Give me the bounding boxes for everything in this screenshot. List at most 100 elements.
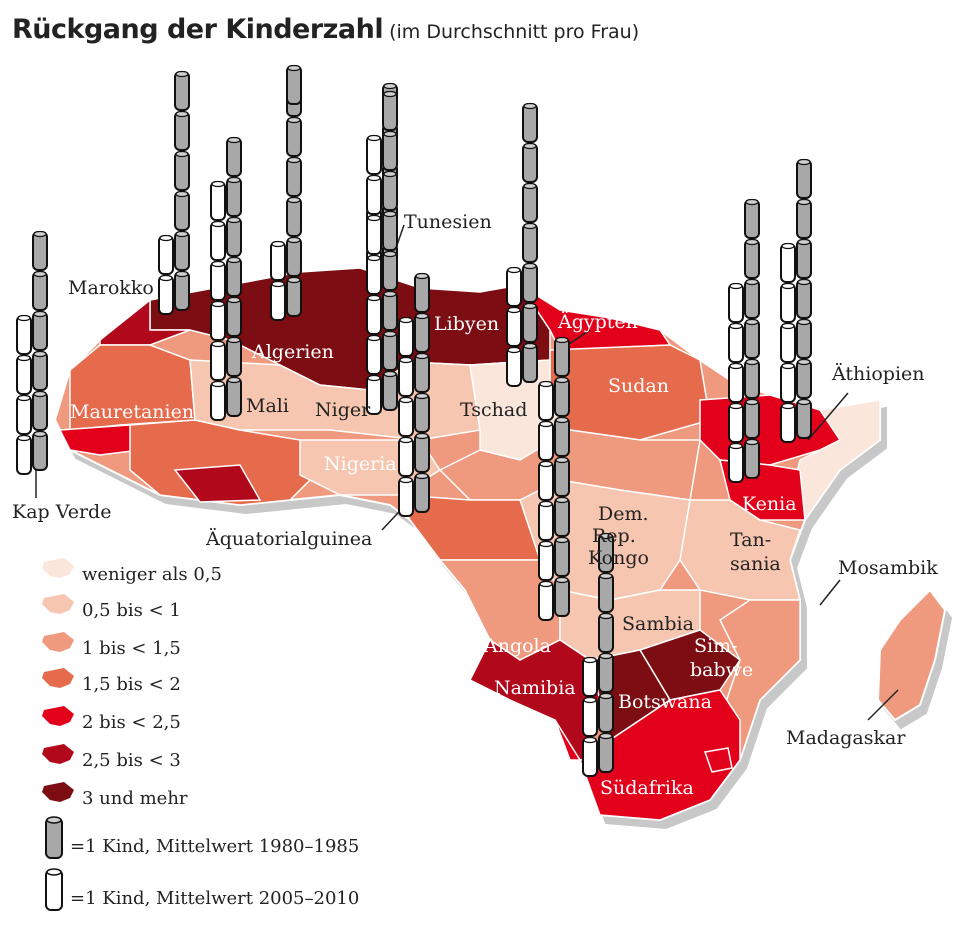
stack-marokko (158, 70, 190, 315)
white-cylinder-icon (45, 868, 63, 911)
cylinder-old (414, 312, 430, 353)
label-drkongo-line3: Kongo (588, 547, 649, 569)
cylinder-old (796, 358, 812, 399)
cylinder-old (226, 176, 242, 217)
cylinder-new (366, 374, 382, 415)
cylinder-old (226, 216, 242, 257)
cylinder-old (554, 536, 570, 577)
label-mali: Mali (246, 395, 289, 417)
cylinder-old (796, 198, 812, 239)
stack-botswana (582, 532, 614, 777)
cylinder-old (554, 416, 570, 457)
cylinder-new (366, 214, 382, 255)
label-angola: Angola (483, 635, 551, 657)
cylinder-old (174, 70, 190, 111)
cylinder-old (32, 310, 48, 351)
label-algerien: Algerien (251, 341, 334, 363)
label-simbabwe-line1: Sim- (694, 635, 738, 657)
label-marokko: Marokko (68, 277, 154, 299)
label-madagaskar: Madagaskar (786, 727, 906, 749)
label-tschad: Tschad (460, 399, 527, 421)
cylinder-old (32, 230, 48, 271)
region-tansania (679, 499, 801, 601)
cylinder-old (598, 732, 614, 773)
pointer-madagaskar (867, 689, 899, 721)
cylinder-old (414, 472, 430, 513)
cylinder-old (286, 156, 302, 197)
legend-swatch-2 (42, 632, 74, 652)
label-sudan: Sudan (608, 375, 669, 397)
cylinder-new (398, 436, 414, 477)
label-mauretanien: Mauretanien (70, 401, 194, 423)
cylinder-new (210, 260, 226, 301)
country-labels: Marokko Algerien Tunesien Libyen Ägypten… (12, 211, 938, 799)
cylinder-new (728, 322, 744, 363)
cylinder-old (522, 342, 538, 383)
stack-mauretanien (16, 230, 48, 475)
label-tansania-line2: sania (730, 553, 781, 575)
cylinder-old (174, 270, 190, 311)
cylinder-old (286, 276, 302, 317)
cylinder-new (780, 242, 796, 283)
cylinder-new (366, 174, 382, 215)
cylinder-new (158, 234, 174, 275)
cylinder-old (32, 270, 48, 311)
label-mosambik: Mosambik (838, 557, 938, 579)
cylinder-new (506, 266, 522, 307)
cylinder-new (366, 334, 382, 375)
legend-swatch-4 (42, 706, 74, 726)
legend-symbol-label-0: =1 Kind, Mittelwert 1980–1985 (70, 836, 359, 857)
cylinder-old (414, 272, 430, 313)
region-namibia (468, 638, 601, 761)
cylinder-new (16, 434, 32, 475)
legend-label-2: 1 bis < 1,5 (82, 638, 181, 659)
cylinder-new (506, 306, 522, 347)
label-aethiopien: Äthiopien (831, 362, 925, 385)
cylinder-old (414, 352, 430, 393)
cylinder-new (366, 254, 382, 295)
legend-label-5: 2,5 bis < 3 (82, 750, 181, 771)
cylinder-old (226, 376, 242, 417)
cylinder-new (398, 396, 414, 437)
legend-label-6: 3 und mehr (82, 788, 188, 809)
cylinder-old (174, 190, 190, 231)
cylinder-old (226, 256, 242, 297)
cylinder-old (382, 370, 398, 411)
pointer-aethiopien (807, 392, 849, 441)
cylinder-old (522, 142, 538, 183)
cylinder-new (780, 282, 796, 323)
cylinder-new (538, 460, 554, 501)
label-sambia: Sambia (622, 613, 694, 635)
stack-äquatorialguinea (398, 272, 430, 517)
subtitle-text: (im Durchschnitt pro Frau) (389, 21, 640, 43)
cylinder-new (16, 354, 32, 395)
cylinder-new (398, 476, 414, 517)
cylinder-old (554, 456, 570, 497)
label-drkongo: Dem. Rep. Kongo (588, 503, 655, 569)
cylinder-new (728, 442, 744, 483)
cylinder-old (554, 576, 570, 617)
cylinder-new (728, 402, 744, 443)
label-drkongo-line1: Dem. (598, 503, 649, 525)
cylinder-old (744, 318, 760, 359)
label-botswana: Botswana (618, 691, 712, 713)
cylinder-old (382, 330, 398, 371)
legend-label-4: 2 bis < 2,5 (82, 712, 181, 733)
cylinder-old (174, 110, 190, 151)
cylinder-new (538, 380, 554, 421)
cylinder-old (554, 336, 570, 377)
legend-symbol-label-1: =1 Kind, Mittelwert 2005–2010 (70, 888, 359, 909)
label-nigeria: Nigeria (324, 453, 397, 475)
legend-swatch-0 (42, 558, 74, 578)
stack-dem-rep-kongo (538, 336, 570, 621)
label-kapverde: Kap Verde (12, 501, 111, 523)
region-west-coast (58, 424, 142, 456)
madagascar-outline (876, 588, 947, 722)
cylinder-old (522, 102, 538, 143)
cylinder-old (744, 438, 760, 479)
legend-swatch-5 (42, 744, 74, 764)
cylinder-new (728, 362, 744, 403)
cylinder-new (366, 294, 382, 335)
cylinder-new (728, 282, 744, 323)
cylinder-new (780, 322, 796, 363)
